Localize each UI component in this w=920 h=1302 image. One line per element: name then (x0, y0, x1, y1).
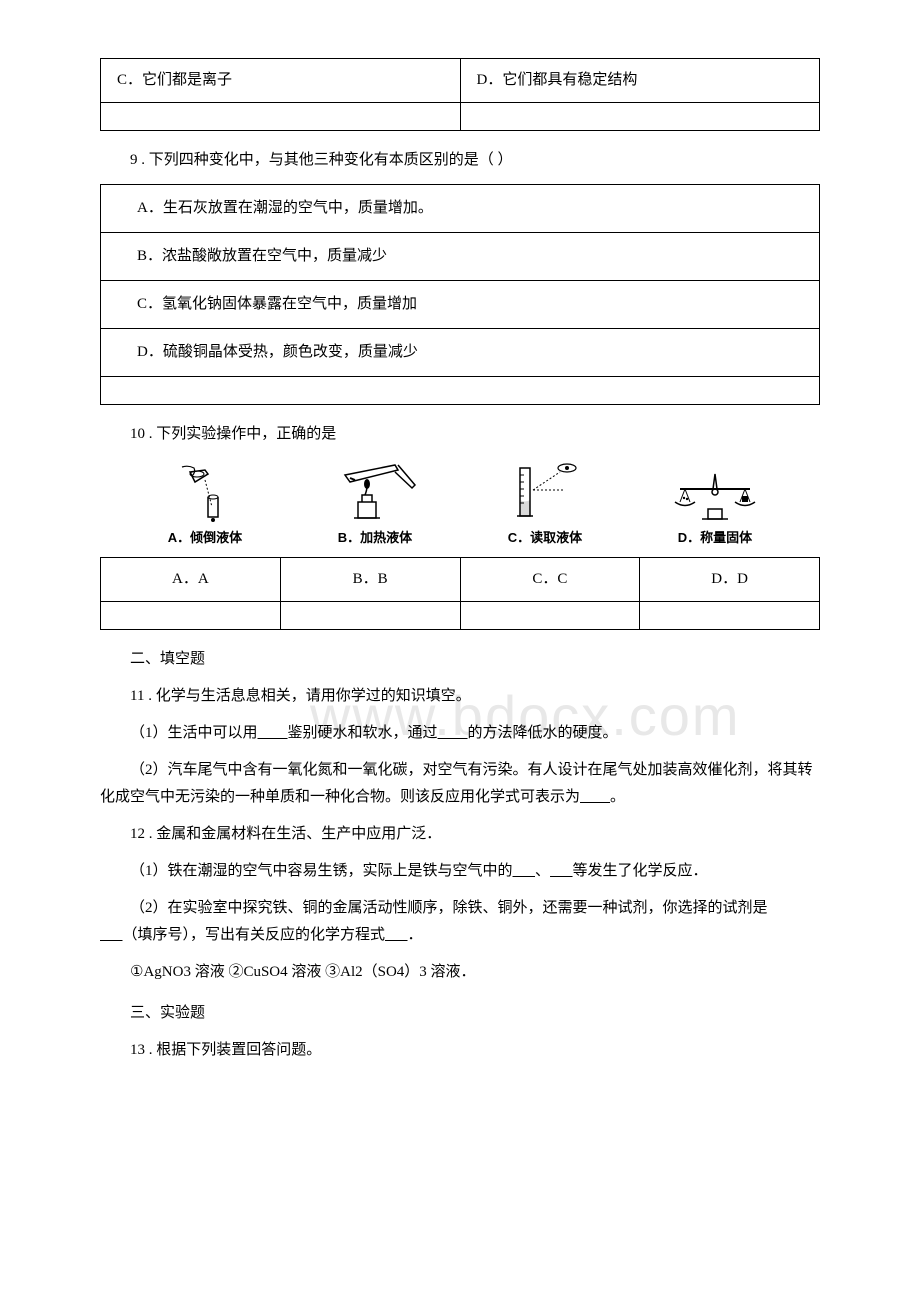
figure-row (100, 460, 820, 522)
option-a: A．A (101, 558, 281, 602)
q11-part1: （1）生活中可以用 鉴别硬水和软水，通过 的方法降低水的硬度。 (100, 720, 820, 747)
question-11: 11 . 化学与生活息息相关，请用你学过的知识填空。 (100, 683, 820, 710)
text-fragment: 的方法降低水的硬度。 (468, 725, 618, 741)
table-row: D．硫酸铜晶体受热，颜色改变，质量减少 (101, 329, 820, 377)
text-fragment: （1）生活中可以用 (130, 725, 258, 741)
option-d: D．它们都具有稳定结构 (460, 59, 820, 103)
table-q9-options: A．生石灰放置在潮湿的空气中，质量增加。 B．浓盐酸敞放置在空气中，质量减少 C… (100, 184, 820, 405)
text-fragment: ． (408, 927, 423, 943)
section-3-header: 三、实验题 (100, 1000, 820, 1027)
question-10: 10 . 下列实验操作中，正确的是 (100, 421, 820, 448)
table-row: B．浓盐酸敞放置在空气中，质量减少 (101, 233, 820, 281)
q11-part2: （2）汽车尾气中含有一氧化氮和一氧化碳，对空气有污染。有人设计在尾气处加装高效催… (100, 757, 820, 811)
figure-a (120, 460, 290, 522)
caption-b: B．加热液体 (290, 526, 460, 549)
q12-part1: （1）铁在潮湿的空气中容易生锈，实际上是铁与空气中的 、 等发生了化学反应． (100, 858, 820, 885)
table-row: C．氢氧化钠固体暴露在空气中，质量增加 (101, 281, 820, 329)
blank-field (550, 863, 573, 879)
figure-b (290, 460, 460, 522)
page-content: www.bdocx.com C．它们都是离子 D．它们都具有稳定结构 9 . 下… (100, 58, 820, 1064)
caption-c: C．读取液体 (460, 526, 630, 549)
empty-cell (460, 103, 820, 131)
option-b: B．浓盐酸敞放置在空气中，质量减少 (101, 233, 820, 281)
table-row: C．它们都是离子 D．它们都具有稳定结构 (101, 59, 820, 103)
blank-field (513, 863, 536, 879)
caption-row: A．倾倒液体 B．加热液体 C．读取液体 D．称量固体 (100, 526, 820, 549)
text-fragment: （1）铁在潮湿的空气中容易生锈，实际上是铁与空气中的 (130, 863, 513, 879)
heat-liquid-icon (290, 460, 460, 522)
empty-cell (101, 377, 820, 405)
table-row-empty (101, 103, 820, 131)
read-liquid-icon (460, 460, 630, 522)
table-row: A．A B．B C．C D．D (101, 558, 820, 602)
option-d: D．D (640, 558, 820, 602)
option-a: A．生石灰放置在潮湿的空气中，质量增加。 (101, 185, 820, 233)
empty-cell (101, 103, 461, 131)
weigh-solid-icon (630, 460, 800, 522)
section-2-header: 二、填空题 (100, 646, 820, 673)
empty-cell (280, 602, 460, 630)
empty-cell (101, 602, 281, 630)
text-fragment: 、 (535, 863, 550, 879)
blank-field (385, 927, 408, 943)
question-9: 9 . 下列四种变化中，与其他三种变化有本质区别的是（ ） (100, 147, 820, 174)
figure-c (460, 460, 630, 522)
option-d: D．硫酸铜晶体受热，颜色改变，质量减少 (101, 329, 820, 377)
blank-field (580, 789, 610, 805)
text-fragment: （2）在实验室中探究铁、铜的金属活动性顺序，除铁、铜外，还需要一种试剂，你选择的… (130, 900, 768, 916)
question-13: 13 . 根据下列装置回答问题。 (100, 1037, 820, 1064)
table-row-empty (101, 377, 820, 405)
caption-d: D．称量固体 (630, 526, 800, 549)
caption-a: A．倾倒液体 (120, 526, 290, 549)
table-row: A．生石灰放置在潮湿的空气中，质量增加。 (101, 185, 820, 233)
pour-liquid-icon (120, 460, 290, 522)
watermark-text: www.bdocx.com (310, 666, 741, 767)
option-b: B．B (280, 558, 460, 602)
table-q10-options: A．A B．B C．C D．D (100, 557, 820, 630)
blank-field (100, 927, 123, 943)
option-c: C．氢氧化钠固体暴露在空气中，质量增加 (101, 281, 820, 329)
empty-cell (460, 602, 640, 630)
text-fragment: （2）汽车尾气中含有一氧化氮和一氧化碳，对空气有污染。有人设计在尾气处加装高效催… (100, 762, 813, 805)
blank-field (258, 725, 288, 741)
q12-part2: （2）在实验室中探究铁、铜的金属活动性顺序，除铁、铜外，还需要一种试剂，你选择的… (100, 895, 820, 949)
option-c: C．它们都是离子 (101, 59, 461, 103)
text-fragment: （填序号），写出有关反应的化学方程式 (123, 927, 386, 943)
text-fragment: 。 (610, 789, 625, 805)
table-row-empty (101, 602, 820, 630)
figure-d (630, 460, 800, 522)
table-q8-options: C．它们都是离子 D．它们都具有稳定结构 (100, 58, 820, 131)
question-12: 12 . 金属和金属材料在生活、生产中应用广泛． (100, 821, 820, 848)
blank-field (438, 725, 468, 741)
q12-part3: ①AgNO3 溶液 ②CuSO4 溶液 ③Al2（SO4）3 溶液． (100, 959, 820, 986)
text-fragment: 鉴别硬水和软水，通过 (288, 725, 438, 741)
option-c: C．C (460, 558, 640, 602)
text-fragment: 等发生了化学反应． (573, 863, 708, 879)
empty-cell (640, 602, 820, 630)
